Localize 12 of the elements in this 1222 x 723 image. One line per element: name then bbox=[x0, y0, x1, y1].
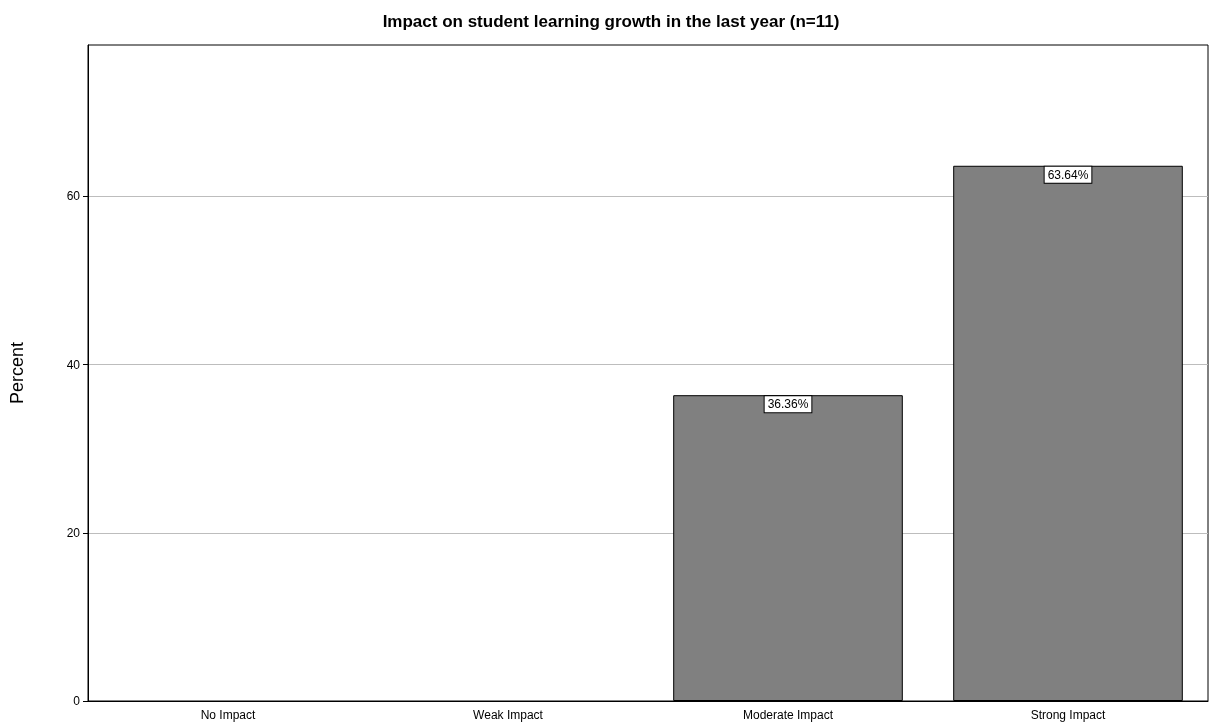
y-axis-title: Percent bbox=[7, 341, 27, 405]
y-tick-label: 40 bbox=[66, 357, 81, 372]
data-label: 36.36% bbox=[767, 397, 809, 412]
y-tick-label: 0 bbox=[73, 694, 81, 708]
y-tick-label: 60 bbox=[66, 189, 81, 204]
x-tick-label: Weak Impact bbox=[473, 708, 544, 722]
x-tick-label: Strong Impact bbox=[1030, 708, 1107, 722]
x-tick-label: Moderate Impact bbox=[742, 708, 834, 722]
y-tick-label: 20 bbox=[66, 525, 81, 540]
data-label: 63.64% bbox=[1047, 167, 1089, 182]
x-tick-label: No Impact bbox=[200, 708, 257, 722]
chart-title: Impact on student learning growth in the last year (n=11) bbox=[382, 12, 840, 31]
